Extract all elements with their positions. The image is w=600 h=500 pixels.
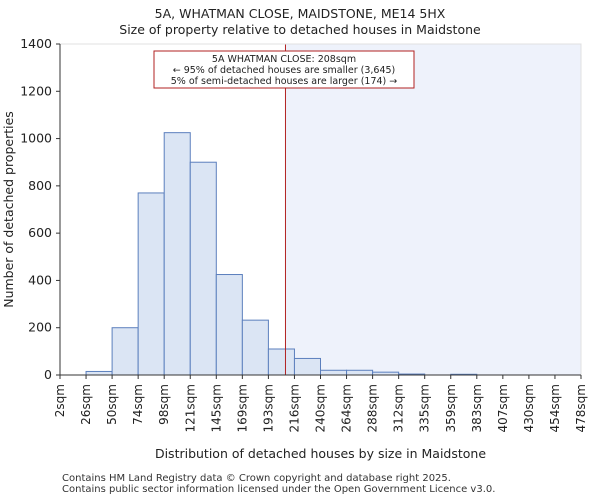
- larger-properties-shade: [285, 44, 581, 375]
- x-tick-label: 312sqm: [392, 384, 406, 432]
- bar-74sqm: [137, 192, 165, 376]
- y-tick-label: 1200: [20, 83, 52, 98]
- y-tick-label: 0: [44, 367, 52, 382]
- bar-240sqm: [320, 369, 348, 376]
- y-tick-label: 1000: [20, 131, 52, 146]
- bar-121sqm: [189, 161, 217, 376]
- annotation-line-1: 5A WHATMAN CLOSE: 208sqm: [212, 54, 356, 65]
- x-tick-label: 407sqm: [496, 384, 510, 432]
- y-tick-label: 200: [28, 320, 52, 335]
- footer-licence: Contains public sector information licen…: [62, 484, 496, 495]
- x-tick-label: 478sqm: [574, 384, 588, 432]
- x-tick-label: 383sqm: [470, 384, 484, 432]
- x-tick-label: 216sqm: [287, 384, 301, 432]
- x-tick-label: 169sqm: [235, 384, 249, 432]
- bar-145sqm: [215, 274, 243, 376]
- annotation-line-2: ← 95% of detached houses are smaller (3,…: [173, 65, 396, 76]
- x-axis-ticks: 2sqm 26sqm 50sqm 74sqm 98sqm 121sqm 145sqm 169s…: [53, 375, 588, 432]
- y-tick-label: 800: [28, 178, 52, 193]
- x-tick-label: 2sqm: [53, 384, 67, 417]
- x-tick-label: 121sqm: [183, 384, 197, 432]
- x-tick-label: 430sqm: [522, 384, 536, 432]
- x-tick-label: 240sqm: [314, 384, 328, 432]
- x-tick-label: 359sqm: [444, 384, 458, 432]
- bar-169sqm: [241, 319, 269, 376]
- axes-lines: [59, 44, 581, 376]
- chart-title: 5A, WHATMAN CLOSE, MAIDSTONE, ME14 5HX: [154, 6, 446, 21]
- x-tick-label: 74sqm: [131, 384, 145, 425]
- x-tick-label: 145sqm: [209, 384, 223, 432]
- bar-98sqm: [163, 132, 191, 376]
- bars-group: [85, 132, 478, 376]
- x-axis-label: Distribution of detached houses by size …: [155, 446, 486, 461]
- x-tick-label: 26sqm: [79, 384, 93, 425]
- bar-216sqm: [293, 357, 322, 376]
- y-axis-ticks: 0 200 400 600 800 1000 1200 1400: [20, 36, 60, 382]
- y-tick-label: 1400: [20, 36, 52, 51]
- x-tick-label: 98sqm: [157, 384, 171, 425]
- histogram-plot: 0 200 400 600 800 1000 1200 1400 2sqm 26sqm 50sqm…: [1, 36, 588, 461]
- y-tick-label: 400: [28, 272, 52, 287]
- annotation-box: [153, 50, 415, 89]
- footer-copyright: Contains HM Land Registry data © Crown c…: [62, 473, 451, 484]
- bar-50sqm: [111, 327, 139, 376]
- y-axis-label: Number of detached properties: [1, 111, 16, 308]
- bar-264sqm: [346, 369, 374, 376]
- marker-annotation: 5A WHATMAN CLOSE: 208sqm ← 95% of detach…: [153, 50, 415, 89]
- x-tick-label: 335sqm: [418, 384, 432, 432]
- bar-193sqm: [267, 348, 295, 376]
- x-tick-label: 193sqm: [261, 384, 275, 432]
- annotation-line-3: 5% of semi-detached houses are larger (1…: [171, 76, 398, 87]
- x-tick-label: 50sqm: [105, 384, 119, 425]
- chart-subtitle: Size of property relative to detached ho…: [119, 22, 481, 37]
- bar-26sqm: [85, 370, 113, 376]
- x-tick-label: 264sqm: [340, 384, 354, 432]
- x-tick-label: 288sqm: [366, 384, 380, 432]
- y-tick-label: 600: [28, 225, 52, 240]
- x-tick-label: 454sqm: [548, 384, 562, 432]
